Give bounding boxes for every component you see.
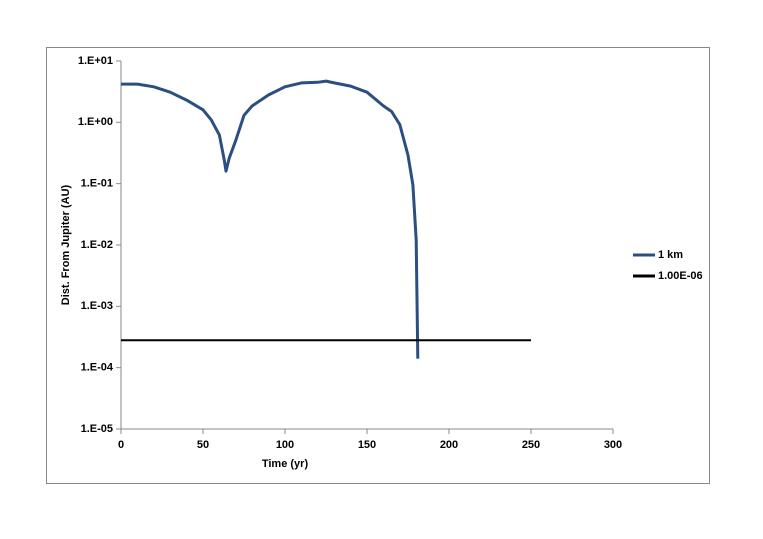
y-tick-label: 1.E+00	[78, 116, 113, 128]
y-axis-title: Dist. From Jupiter (AU)	[60, 184, 72, 305]
x-tick-label: 0	[118, 439, 124, 451]
x-tick-label: 200	[440, 439, 458, 451]
y-tick-label: 1.E-04	[81, 362, 114, 374]
y-tick-label: 1.E-02	[81, 239, 113, 251]
chart-border	[46, 47, 710, 484]
x-tick-label: 150	[358, 439, 376, 451]
x-tick-label: 300	[604, 439, 622, 451]
x-tick-label: 50	[197, 439, 209, 451]
x-tick-label: 100	[276, 439, 294, 451]
y-tick-label: 1.E+01	[78, 55, 113, 67]
series-line	[121, 79, 420, 359]
x-axis-title: Time (yr)	[262, 458, 309, 470]
legend-label: 1 km	[658, 249, 683, 261]
y-tick-label: 1.E-05	[81, 423, 113, 435]
legend-label: 1.00E-06	[658, 270, 703, 282]
x-tick-label: 250	[522, 439, 540, 451]
y-tick-label: 1.E-03	[81, 300, 113, 312]
y-tick-label: 1.E-01	[81, 178, 113, 190]
